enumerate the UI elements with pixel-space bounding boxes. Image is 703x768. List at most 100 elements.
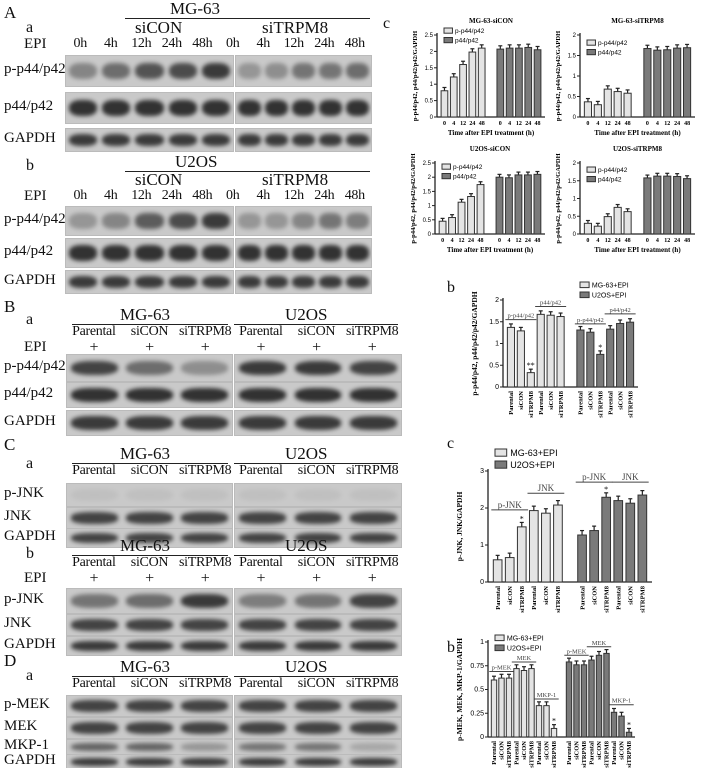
group-label: p-MEK [492, 664, 512, 671]
protein-band [181, 594, 228, 608]
x-tick-label: Parental [615, 586, 622, 610]
x-tick-label: siCON [596, 741, 603, 760]
protein-band [292, 245, 315, 261]
x-tick-label: 0 [443, 121, 446, 127]
blot-strip [66, 614, 233, 636]
x-tick-label: 0 [586, 121, 589, 127]
significance-mark: * [552, 717, 556, 726]
bar [515, 47, 523, 118]
protein-band [181, 758, 228, 766]
legend-swatch [441, 173, 451, 180]
x-tick-label: Parental [491, 741, 498, 765]
y-axis-label: p-MEK, MEK, MKP-1/GAPDH [455, 638, 464, 741]
time-label: 4h [256, 188, 271, 203]
protein-band [181, 532, 228, 544]
bar [683, 47, 692, 118]
x-tick-label: siTRPM8 [640, 585, 647, 612]
x-tick-label: 4 [596, 121, 599, 127]
time-label: 12h [283, 188, 304, 203]
x-tick-label: Parental [538, 391, 545, 415]
blot-strip [65, 270, 234, 294]
y-tick-label: 1 [428, 204, 432, 210]
x-tick-label: siTRPM8 [519, 585, 526, 612]
chart-title: U2OS-siCON [470, 145, 510, 153]
chart-title: U2OS-siTRPM8 [613, 145, 663, 153]
significance-mark: ** [527, 361, 535, 370]
bar [613, 91, 622, 118]
lane-label: Parental [72, 463, 116, 478]
bar [513, 668, 520, 738]
bar [448, 217, 456, 235]
protein-band [319, 99, 342, 117]
legend-swatch [441, 163, 451, 170]
blot-row-label: p44/p42 [4, 98, 54, 114]
x-tick-label: 24 [525, 121, 531, 127]
x-tick-label: siTRPM8 [603, 585, 610, 612]
protein-band [265, 133, 288, 147]
bar [588, 659, 595, 738]
protein-band [239, 416, 286, 430]
bar [576, 329, 585, 388]
y-tick-label: 2 [430, 49, 434, 55]
legend-swatch [579, 291, 590, 299]
x-tick-label: Parental [495, 586, 502, 610]
y-tick-label: 2.5 [425, 33, 434, 39]
blot-strip [234, 588, 402, 614]
protein-band [202, 213, 231, 229]
treatment-plus: + [367, 570, 377, 587]
bar [593, 225, 602, 235]
protein-band [350, 594, 397, 608]
protein-band [238, 62, 261, 80]
x-tick-label: 0 [586, 238, 589, 244]
protein-band [294, 416, 342, 430]
x-tick-label: 12 [516, 121, 522, 127]
protein-band [181, 722, 228, 734]
protein-band [168, 245, 197, 261]
protein-band [126, 700, 173, 712]
y-tick-label: 0 [480, 579, 484, 586]
legend-swatch [586, 176, 596, 183]
treatment-plus: + [200, 339, 210, 356]
y-axis-label: p-p44/p42, p44/p42/p42/GAPDH [470, 291, 479, 395]
x-tick-label: 24 [468, 238, 474, 244]
protein-band [294, 758, 342, 766]
x-tick-label: 4 [452, 121, 455, 127]
protein-band [238, 99, 261, 117]
group-underline [72, 324, 228, 325]
y-tick-label: 1 [480, 639, 484, 646]
protein-band [239, 388, 286, 402]
legend-label: MG-63+EPI [592, 283, 629, 290]
bar [663, 49, 672, 118]
bar [596, 353, 605, 388]
group-underline [72, 676, 228, 677]
time-label: 0h [226, 188, 240, 203]
cell-line-title: MG-63 [120, 536, 171, 555]
protein-band [292, 133, 315, 147]
lane-label: siTRPM8 [345, 676, 399, 691]
y-tick-label: 0 [480, 734, 484, 741]
time-label: 12h [131, 188, 152, 203]
protein-band [239, 743, 286, 751]
blot-row-label: p-JNK [4, 591, 44, 607]
x-tick-label: 48 [625, 121, 631, 127]
bar [683, 178, 692, 235]
protein-band [239, 360, 286, 376]
bar [613, 206, 622, 235]
subpanel-label: a [26, 667, 34, 684]
protein-band [239, 594, 286, 608]
y-tick-label: 1.5 [568, 54, 577, 60]
x-tick-label: siTRPM8 [597, 390, 604, 417]
treatment-plus: + [256, 339, 266, 356]
bar [593, 104, 602, 118]
bar [449, 76, 458, 118]
bar [673, 175, 682, 235]
cell-line-title: U2OS [285, 305, 328, 324]
bar [603, 216, 612, 235]
protein-band [202, 245, 231, 261]
bar [577, 534, 587, 583]
x-tick-label: siCON [574, 741, 581, 760]
legend-swatch [494, 448, 508, 457]
protein-band [126, 416, 173, 430]
x-tick-label: 0 [499, 121, 502, 127]
lane-label: Parental [239, 324, 283, 339]
